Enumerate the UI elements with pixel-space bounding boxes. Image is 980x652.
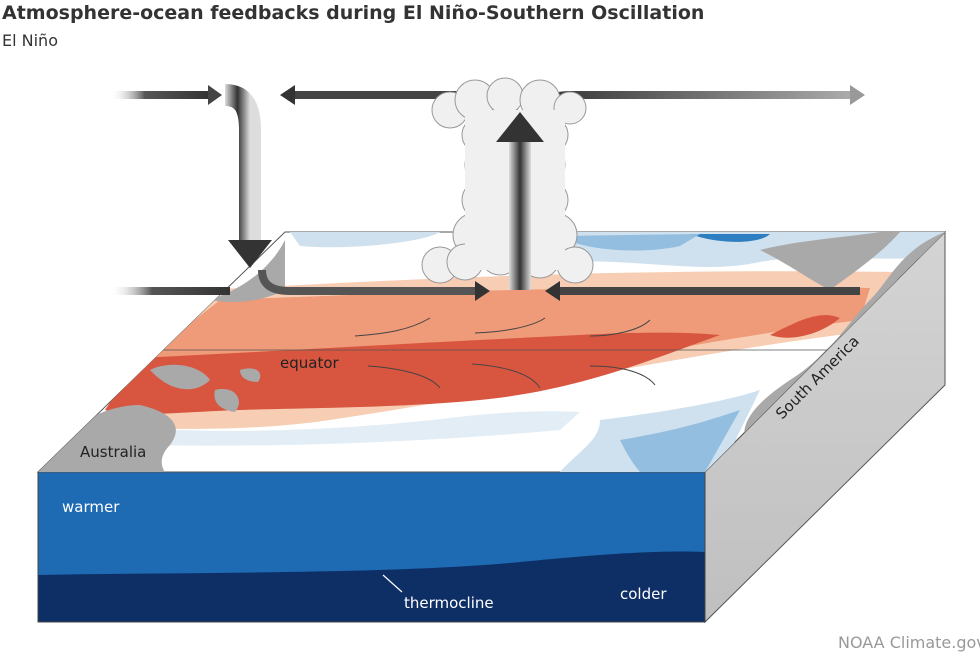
thermocline-label: thermocline — [404, 594, 494, 612]
australia-label: Australia — [80, 443, 146, 461]
thermocline-pointer — [382, 574, 403, 593]
equator-label: equator — [280, 354, 340, 372]
trade-wind-arrows — [354, 317, 656, 389]
convection-cloud — [421, 77, 594, 284]
sea-surface-anomalies — [38, 232, 945, 472]
warmer-label: warmer — [62, 498, 120, 516]
diagram-subtitle: El Niño — [2, 31, 58, 50]
rising-air-arrow — [496, 112, 544, 290]
colder-label: colder — [620, 585, 667, 603]
diagram-title: Atmosphere-ocean feedbacks during El Niñ… — [2, 2, 705, 24]
australia-landmass — [38, 405, 176, 472]
credit: NOAA Climate.gov — [838, 633, 980, 652]
ocean-cold-layer — [38, 551, 705, 622]
